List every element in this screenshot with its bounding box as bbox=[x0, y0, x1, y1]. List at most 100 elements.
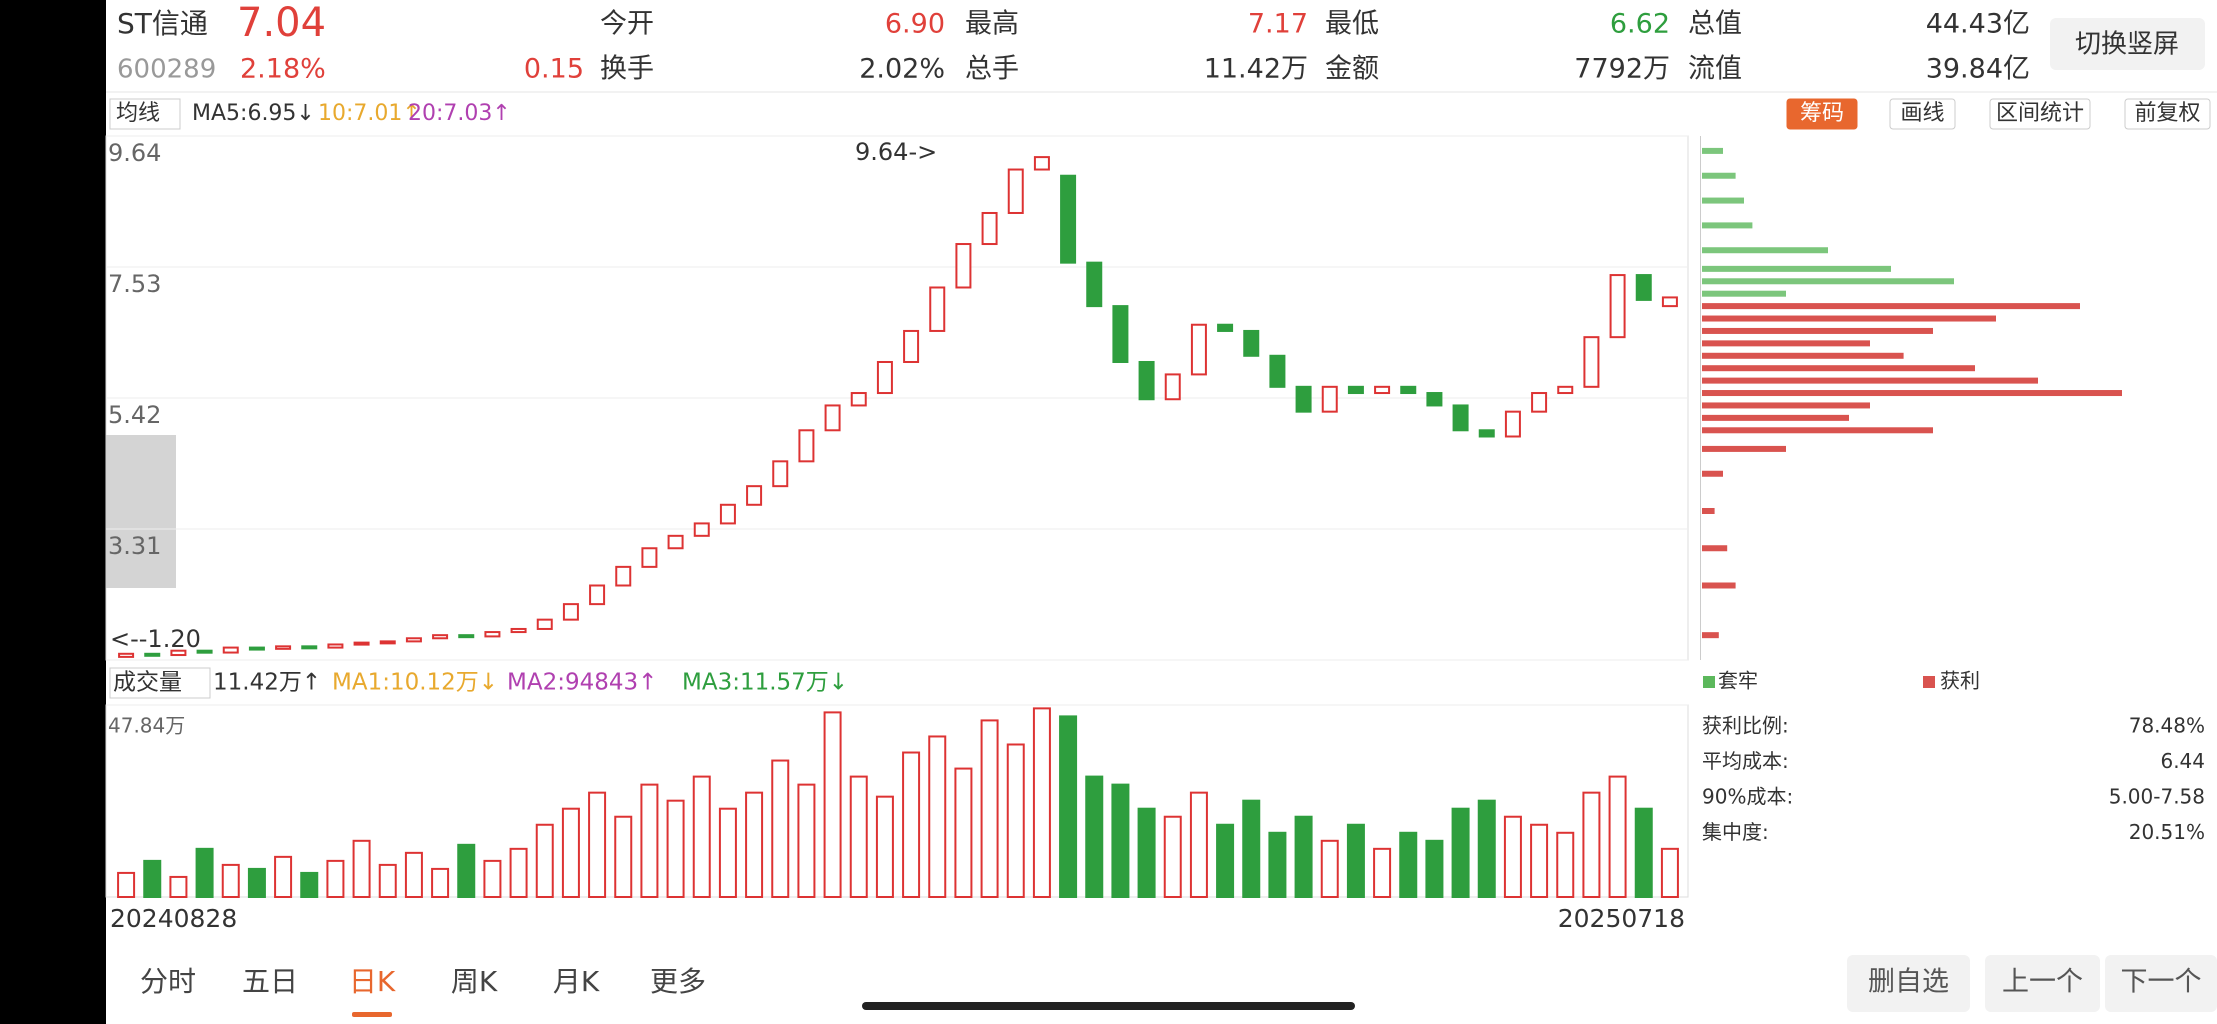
volume-bar bbox=[1216, 823, 1235, 899]
tool-button-label[interactable]: 筹码 bbox=[1800, 101, 1844, 126]
indicator-select[interactable] bbox=[109, 98, 181, 130]
y-tick-label: 3.31 bbox=[108, 532, 161, 560]
orientation-label[interactable]: 切换竖屏 bbox=[2075, 30, 2179, 60]
chip-bar bbox=[1702, 315, 1996, 322]
candle-body bbox=[1504, 410, 1521, 438]
chip-bar bbox=[1702, 582, 1736, 589]
indicator-label[interactable]: 均线 bbox=[116, 101, 160, 126]
volume-bar bbox=[300, 871, 319, 899]
field-value: 7.17 bbox=[1248, 9, 1308, 40]
side-handle[interactable] bbox=[106, 435, 176, 588]
volume-bar bbox=[169, 875, 188, 898]
action-button[interactable] bbox=[1985, 955, 2100, 1012]
volume-bar bbox=[326, 859, 345, 898]
volume-bar bbox=[1582, 791, 1601, 898]
candle-body bbox=[615, 565, 632, 587]
volume-bar bbox=[352, 839, 371, 898]
chip-bar bbox=[1702, 340, 1870, 347]
orientation-button[interactable] bbox=[2050, 18, 2205, 70]
candle-body bbox=[275, 645, 292, 650]
candle-body bbox=[876, 360, 893, 395]
volume-select[interactable] bbox=[109, 667, 211, 699]
volume-bar bbox=[1503, 815, 1522, 898]
volume-bar bbox=[1268, 831, 1287, 898]
volume-bar bbox=[274, 855, 293, 898]
volume-bar bbox=[431, 867, 450, 899]
home-indicator bbox=[862, 1002, 1355, 1010]
candle-body bbox=[1243, 329, 1260, 357]
chip-bar bbox=[1702, 147, 1723, 154]
period-tab[interactable]: 日K bbox=[349, 965, 396, 998]
candle-body bbox=[379, 640, 396, 645]
volume-indicator[interactable]: 成交量 bbox=[113, 670, 182, 696]
candle-body bbox=[1295, 385, 1312, 413]
volume-bar bbox=[1294, 815, 1313, 898]
volume-bar bbox=[1111, 783, 1130, 899]
volume-bar bbox=[1346, 823, 1365, 899]
volume-bar bbox=[1451, 807, 1470, 898]
action-label[interactable]: 下一个 bbox=[2121, 967, 2202, 998]
tool-button[interactable] bbox=[1889, 98, 1956, 130]
volume-bar bbox=[483, 859, 502, 898]
candle-body bbox=[1269, 354, 1286, 388]
y-tick-label: 5.42 bbox=[108, 401, 161, 429]
tool-button-label[interactable]: 画线 bbox=[1900, 101, 1944, 126]
chip-bar bbox=[1702, 222, 1753, 229]
y-tick-label: 9.64 bbox=[108, 139, 161, 167]
tool-button[interactable] bbox=[1989, 98, 2091, 130]
chip-bar bbox=[1702, 402, 1870, 409]
period-tab[interactable]: 周K bbox=[451, 965, 498, 998]
tool-button-label[interactable]: 区间统计 bbox=[1996, 101, 2084, 126]
action-button[interactable] bbox=[2105, 955, 2217, 1012]
field-label: 最高 bbox=[965, 9, 1019, 40]
end-date: 20250718 bbox=[1558, 904, 1685, 933]
candle-body bbox=[144, 652, 161, 657]
legend-swatch-profit bbox=[1923, 676, 1935, 688]
chip-bar bbox=[1702, 414, 1849, 421]
candle-body bbox=[1478, 429, 1495, 438]
change: 0.15 bbox=[524, 54, 584, 85]
volume-bar bbox=[980, 719, 999, 898]
candle-body bbox=[824, 404, 841, 432]
chip-bar bbox=[1702, 172, 1736, 179]
candle-body bbox=[798, 429, 815, 463]
volume-bar bbox=[509, 847, 528, 899]
candle-body bbox=[1321, 385, 1338, 413]
tool-button-label[interactable]: 前复权 bbox=[2134, 101, 2200, 126]
candle-body bbox=[1060, 174, 1077, 264]
volume-bar bbox=[1477, 799, 1496, 899]
period-tab[interactable]: 分时 bbox=[140, 965, 196, 998]
volume-bar bbox=[457, 843, 476, 899]
candle-body bbox=[719, 503, 736, 525]
candle-body bbox=[746, 485, 763, 506]
period-tab[interactable]: 更多 bbox=[650, 965, 706, 998]
period-tab[interactable]: 月K bbox=[553, 965, 600, 998]
action-button[interactable] bbox=[1847, 955, 1970, 1012]
low-note: <--1.20 bbox=[110, 625, 201, 653]
volume-ma3: MA3:11.57万↓ bbox=[682, 670, 848, 696]
field-label: 流值 bbox=[1688, 54, 1742, 85]
tool-button[interactable] bbox=[1786, 98, 1858, 130]
volume-bar bbox=[1006, 743, 1025, 898]
chip-bar bbox=[1702, 290, 1786, 297]
tool-button[interactable] bbox=[2124, 98, 2211, 130]
field-label: 最低 bbox=[1325, 9, 1379, 40]
volume-current: 11.42万↑ bbox=[213, 670, 321, 696]
candle-body bbox=[458, 634, 475, 639]
volume-bar bbox=[404, 851, 423, 898]
action-label[interactable]: 上一个 bbox=[2002, 967, 2083, 998]
candle-body bbox=[1531, 392, 1548, 413]
period-tab[interactable]: 五日 bbox=[242, 965, 298, 998]
chip-bar bbox=[1702, 427, 1933, 434]
volume-bar bbox=[143, 859, 162, 898]
field-label: 总值 bbox=[1688, 9, 1742, 40]
chip-bar bbox=[1702, 632, 1719, 639]
candle-body bbox=[1452, 404, 1469, 432]
stat-value: 20.51% bbox=[2129, 820, 2205, 844]
candle-body bbox=[248, 646, 265, 651]
action-label[interactable]: 删自选 bbox=[1868, 967, 1949, 998]
candle-body bbox=[1190, 323, 1207, 376]
candle-body bbox=[1007, 168, 1024, 214]
